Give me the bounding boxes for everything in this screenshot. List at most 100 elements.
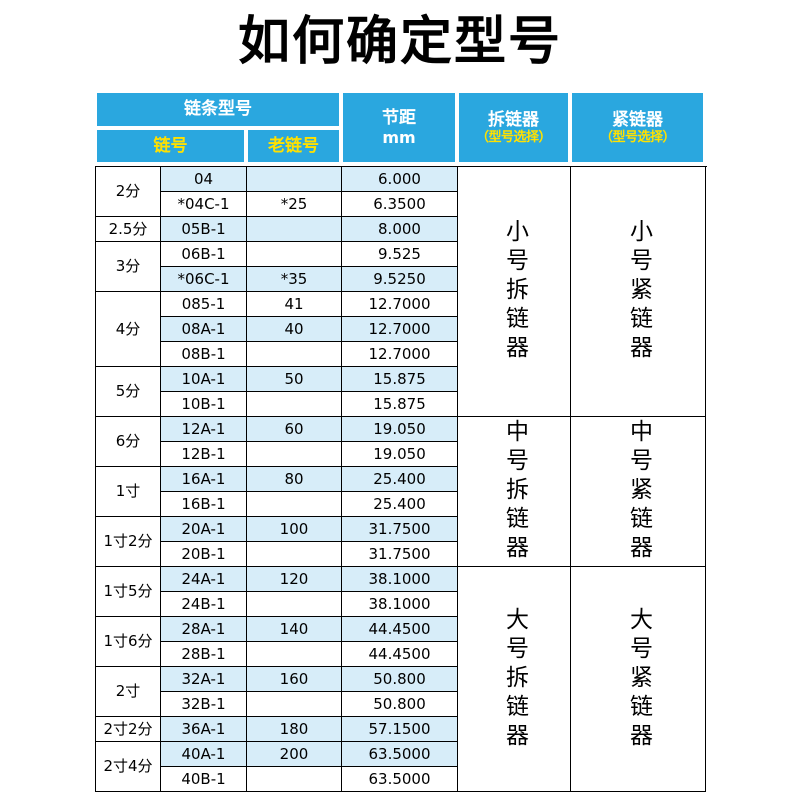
pitch-cell: 12.7000: [342, 317, 458, 342]
tightener-cell: 小号紧链器: [571, 167, 706, 417]
chain-size-label: 1寸6分: [96, 617, 161, 667]
pitch-cell: 15.875: [342, 367, 458, 392]
header-chain-model: 链条型号: [95, 91, 341, 128]
old-chain-no-cell: [247, 492, 342, 517]
header-tightener: 紧链器 （型号选择）: [570, 91, 705, 164]
chain-size-label: 2寸: [96, 667, 161, 717]
chain-size-label: 2寸4分: [96, 742, 161, 792]
pitch-cell: 44.4500: [342, 617, 458, 642]
old-chain-no-cell: *25: [247, 192, 342, 217]
chain-no-cell: 12A-1: [161, 417, 247, 442]
chain-no-cell: 24A-1: [161, 567, 247, 592]
chain-no-cell: 36A-1: [161, 717, 247, 742]
header-tightener-subtitle: （型号选择）: [599, 129, 676, 145]
old-chain-no-cell: *35: [247, 267, 342, 292]
old-chain-no-cell: [247, 592, 342, 617]
old-chain-no-cell: [247, 642, 342, 667]
header-chain-no: 链号: [95, 128, 246, 164]
pitch-cell: 25.400: [342, 492, 458, 517]
chain-no-cell: 06B-1: [161, 242, 247, 267]
chain-no-cell: 28B-1: [161, 642, 247, 667]
chain-no-cell: 40A-1: [161, 742, 247, 767]
pitch-cell: 57.1500: [342, 717, 458, 742]
chain-size-label: 2寸2分: [96, 717, 161, 742]
old-chain-no-cell: 60: [247, 417, 342, 442]
header-pitch: 节距 mm: [341, 91, 457, 164]
header-remover-title: 拆链器: [488, 109, 539, 130]
old-chain-no-cell: 200: [247, 742, 342, 767]
header-pitch-unit: mm: [382, 128, 416, 148]
chain-no-cell: 10B-1: [161, 392, 247, 417]
chain-no-cell: 085-1: [161, 292, 247, 317]
chain-no-cell: *06C-1: [161, 267, 247, 292]
chain-size-label: 2.5分: [96, 217, 161, 242]
old-chain-no-cell: 80: [247, 467, 342, 492]
pitch-cell: 63.5000: [342, 742, 458, 767]
header-tightener-title: 紧链器: [612, 109, 663, 130]
chain-size-label: 5分: [96, 367, 161, 417]
pitch-cell: 9.525: [342, 242, 458, 267]
pitch-cell: 31.7500: [342, 542, 458, 567]
old-chain-no-cell: 140: [247, 617, 342, 642]
chain-size-label: 1寸: [96, 467, 161, 517]
old-chain-no-cell: 50: [247, 367, 342, 392]
page-title: 如何确定型号: [237, 12, 562, 72]
chain-no-cell: 16B-1: [161, 492, 247, 517]
header-old-chain-no: 老链号: [246, 128, 341, 164]
remover-cell: 小号拆链器: [458, 167, 571, 417]
old-chain-no-cell: [247, 442, 342, 467]
chain-no-cell: 28A-1: [161, 617, 247, 642]
pitch-cell: 63.5000: [342, 767, 458, 792]
old-chain-no-cell: [247, 217, 342, 242]
chain-no-cell: 05B-1: [161, 217, 247, 242]
old-chain-no-cell: [247, 392, 342, 417]
old-chain-no-cell: [247, 767, 342, 792]
chain-no-cell: 40B-1: [161, 767, 247, 792]
old-chain-no-cell: 120: [247, 567, 342, 592]
chain-no-cell: *04C-1: [161, 192, 247, 217]
chain-size-label: 1寸2分: [96, 517, 161, 567]
chain-size-label: 6分: [96, 417, 161, 467]
chain-size-label: 1寸5分: [96, 567, 161, 617]
tightener-cell: 中号紧链器: [571, 417, 706, 567]
pitch-cell: 19.050: [342, 417, 458, 442]
chain-no-cell: 12B-1: [161, 442, 247, 467]
chain-no-cell: 10A-1: [161, 367, 247, 392]
header-remover-subtitle: （型号选择）: [475, 129, 552, 145]
pitch-cell: 50.800: [342, 667, 458, 692]
pitch-cell: 50.800: [342, 692, 458, 717]
remover-cell: 中号拆链器: [458, 417, 571, 567]
chain-no-cell: 08A-1: [161, 317, 247, 342]
old-chain-no-cell: 41: [247, 292, 342, 317]
pitch-cell: 15.875: [342, 392, 458, 417]
header-pitch-label: 节距: [382, 107, 416, 128]
old-chain-no-cell: [247, 342, 342, 367]
chain-no-cell: 32A-1: [161, 667, 247, 692]
remover-cell: 大号拆链器: [458, 567, 571, 792]
old-chain-no-cell: 100: [247, 517, 342, 542]
old-chain-no-cell: 160: [247, 667, 342, 692]
chain-no-cell: 08B-1: [161, 342, 247, 367]
tightener-cell: 大号紧链器: [571, 567, 706, 792]
chain-no-cell: 20B-1: [161, 542, 247, 567]
pitch-cell: 19.050: [342, 442, 458, 467]
pitch-cell: 6.000: [342, 167, 458, 192]
old-chain-no-cell: [247, 242, 342, 267]
chain-size-label: 4分: [96, 292, 161, 367]
chain-no-cell: 24B-1: [161, 592, 247, 617]
header-remover: 拆链器 （型号选择）: [457, 91, 570, 164]
pitch-cell: 44.4500: [342, 642, 458, 667]
old-chain-no-cell: [247, 167, 342, 192]
pitch-cell: 25.400: [342, 467, 458, 492]
pitch-cell: 31.7500: [342, 517, 458, 542]
old-chain-no-cell: 40: [247, 317, 342, 342]
table-header: 链条型号 链号 老链号 节距 mm 拆链器 （型号选择） 紧链器 （型号选择）: [95, 91, 707, 164]
pitch-cell: 38.1000: [342, 567, 458, 592]
table-body: 2分 04 6.000 *04C-1 *25 6.3500 2.5分 05B-1 8.000 3分…: [95, 166, 707, 792]
pitch-cell: 12.7000: [342, 292, 458, 317]
pitch-cell: 12.7000: [342, 342, 458, 367]
old-chain-no-cell: 180: [247, 717, 342, 742]
chain-no-cell: 20A-1: [161, 517, 247, 542]
pitch-cell: 9.5250: [342, 267, 458, 292]
old-chain-no-cell: [247, 692, 342, 717]
